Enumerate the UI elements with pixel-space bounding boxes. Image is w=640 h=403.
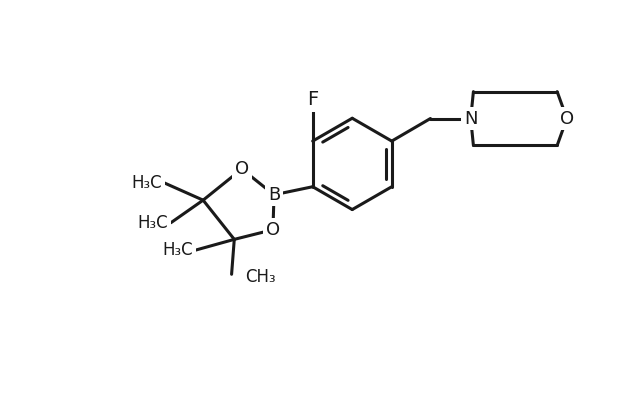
Text: H₃C: H₃C xyxy=(163,241,193,259)
Text: N: N xyxy=(464,110,477,127)
Text: H₃C: H₃C xyxy=(131,174,162,192)
Text: O: O xyxy=(560,110,574,127)
Text: O: O xyxy=(235,160,249,178)
Text: H₃C: H₃C xyxy=(138,214,168,232)
Text: B: B xyxy=(268,186,280,204)
Text: O: O xyxy=(266,221,280,239)
Text: CH₃: CH₃ xyxy=(245,268,276,286)
Text: F: F xyxy=(307,90,318,109)
